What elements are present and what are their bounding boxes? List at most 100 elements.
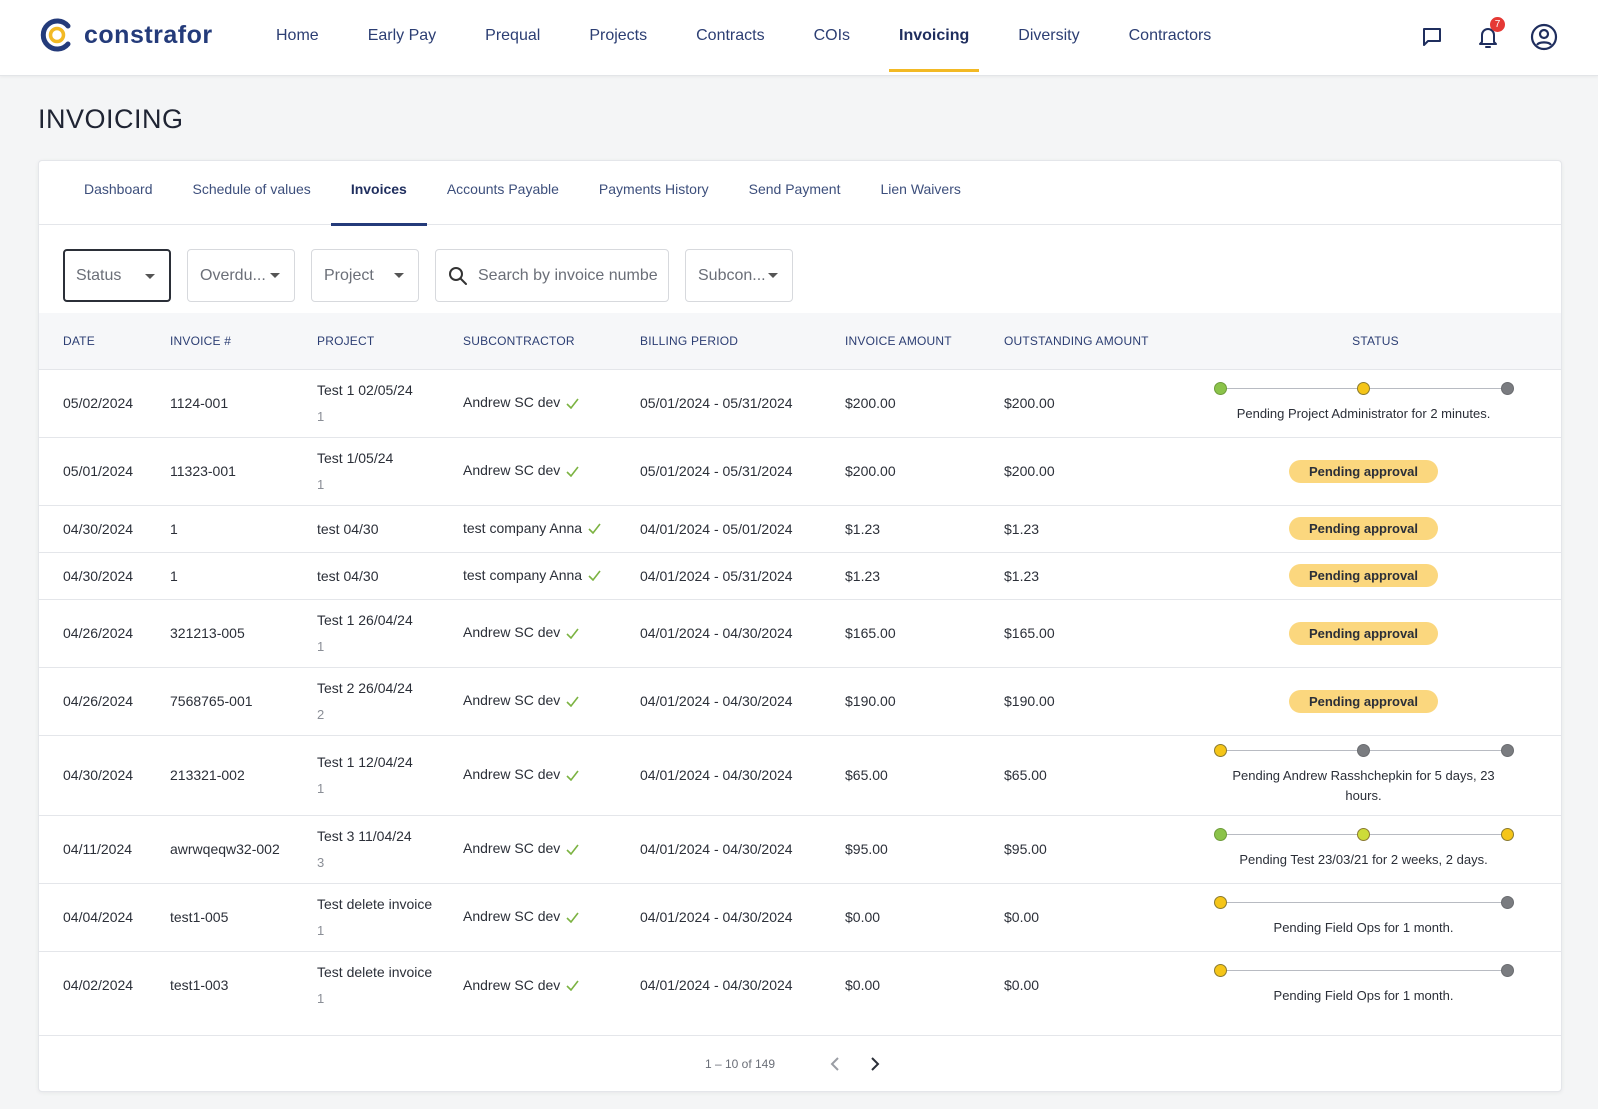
outstanding-amount-cell: $0.00: [1004, 882, 1188, 951]
tab-payments-history[interactable]: Payments History: [598, 181, 709, 197]
date-cell: 04/30/2024: [39, 734, 170, 815]
project-name[interactable]: Test 2 26/04/24: [317, 679, 413, 696]
approval-step-green: [1213, 828, 1227, 841]
approval-step-gray: [1500, 382, 1514, 395]
invoice-number-cell: awrwqeqw32-002: [170, 814, 317, 883]
status-filter[interactable]: Status: [63, 249, 171, 302]
outstanding-amount-cell: $200.00: [1004, 436, 1188, 505]
invoice-amount-cell: $200.00: [845, 368, 1004, 437]
invoice-amount-cell: $65.00: [845, 734, 1004, 815]
subcontractor-name: Andrew SC dev: [463, 976, 561, 993]
tab-lien-waivers[interactable]: Lien Waivers: [880, 181, 961, 197]
nav-item-contracts[interactable]: Contracts: [696, 27, 765, 44]
subcontractor-filter[interactable]: Subcon...: [685, 249, 793, 302]
status-text: Pending Project Administrator for 2 minu…: [1236, 406, 1491, 421]
nav-item-early-pay[interactable]: Early Pay: [367, 27, 437, 44]
tab-send-payment[interactable]: Send Payment: [748, 181, 841, 197]
column-header[interactable]: SUBCONTRACTOR: [463, 333, 575, 348]
approval-progress: [1213, 964, 1514, 978]
tab-accounts-payable[interactable]: Accounts Payable: [446, 181, 559, 197]
nav-item-home[interactable]: Home: [276, 27, 319, 44]
nav-item-prequal[interactable]: Prequal: [485, 27, 541, 44]
project-name[interactable]: Test 1 02/05/24: [317, 381, 413, 398]
overdue-filter[interactable]: Overdu...: [187, 249, 295, 302]
chevron-right-icon[interactable]: [862, 1051, 888, 1077]
column-header[interactable]: INVOICE #: [170, 333, 232, 348]
approval-progress: [1213, 828, 1514, 842]
project-name[interactable]: Test delete invoice: [317, 963, 433, 980]
date-cell: 04/11/2024: [39, 814, 170, 883]
table-row[interactable]: 04/11/2024 awrwqeqw32-002 Test 3 11/04/24 3…: [39, 814, 1561, 883]
search-icon: [448, 266, 468, 291]
invoice-number-cell: 7568765-001: [170, 666, 317, 735]
table-row[interactable]: 04/30/2024 1 test 04/30 test company Anna 04…: [39, 504, 1561, 552]
tab-schedule-of-values[interactable]: Schedule of values: [192, 181, 311, 197]
top-icons: 7: [1394, 17, 1562, 55]
tab-dashboard[interactable]: Dashboard: [84, 181, 153, 197]
table-row[interactable]: 04/30/2024 213321-002 Test 1 12/04/24 1 Andr…: [39, 734, 1561, 815]
project-filter[interactable]: Project: [311, 249, 419, 302]
project-name[interactable]: test 04/30: [317, 567, 379, 584]
invoice-number-cell: 1: [170, 504, 317, 552]
billing-period-cell: 04/01/2024 - 05/01/2024: [640, 504, 845, 552]
project-name[interactable]: Test 1/05/24: [317, 449, 394, 466]
column-header[interactable]: BILLING PERIOD: [640, 333, 739, 348]
brand-logo[interactable]: constrafor: [40, 18, 213, 52]
project-name[interactable]: Test 3 11/04/24: [317, 827, 412, 844]
brand-name: constrafor: [84, 20, 213, 49]
column-header[interactable]: DATE: [63, 333, 95, 348]
billing-period-cell: 04/01/2024 - 04/30/2024: [640, 734, 845, 815]
status-badge: Pending approval: [1288, 621, 1439, 645]
status-text: Pending Andrew Rasshchepkin for 5 days, …: [1232, 768, 1495, 803]
table-row[interactable]: 04/04/2024 test1-005 Test delete invoice 1 A…: [39, 882, 1561, 951]
nav-item-cois[interactable]: COIs: [813, 27, 851, 44]
invoices-table: DATE INVOICE # PROJECT SUBCONTRACTOR BILLING…: [39, 313, 1561, 1019]
filter-bar: Status Overdu... Project Subcon...: [63, 249, 809, 302]
project-cell: Test 1/05/24 1: [317, 436, 463, 505]
column-header[interactable]: PROJECT: [317, 333, 375, 348]
invoice-number-cell: test1-003: [170, 950, 317, 1019]
billing-period-cell: 04/01/2024 - 04/30/2024: [640, 882, 845, 951]
nav-item-projects[interactable]: Projects: [589, 27, 648, 44]
status-cell: Pending approval: [1188, 504, 1561, 552]
nav-item-invoicing[interactable]: Invoicing: [889, 0, 980, 72]
column-header[interactable]: OUTSTANDING AMOUNT: [1004, 333, 1149, 348]
billing-period-cell: 04/01/2024 - 04/30/2024: [640, 598, 845, 667]
project-name[interactable]: Test delete invoice: [317, 895, 433, 912]
project-name[interactable]: Test 1 26/04/24: [317, 611, 413, 628]
verified-check-icon: [566, 978, 579, 994]
invoice-amount-cell: $200.00: [845, 436, 1004, 505]
subcontractor-name: Andrew SC dev: [463, 624, 561, 641]
user-circle-icon[interactable]: [1526, 19, 1562, 55]
nav-item-contractors[interactable]: Contractors: [1128, 27, 1212, 44]
subcontractor-cell: Andrew SC dev: [463, 950, 640, 1019]
chevron-left-icon[interactable]: [822, 1051, 848, 1077]
project-name[interactable]: Test 1 12/04/24: [317, 753, 413, 770]
table-row[interactable]: 04/26/2024 321213-005 Test 1 26/04/24 1 Andr…: [39, 598, 1561, 667]
table-row[interactable]: 05/01/2024 11323-001 Test 1/05/24 1 Andrew S…: [39, 436, 1561, 505]
bell-icon[interactable]: 7: [1470, 17, 1506, 55]
billing-period-cell: 05/01/2024 - 05/31/2024: [640, 436, 845, 505]
tab-invoices[interactable]: Invoices: [330, 161, 427, 226]
approval-step-gray: [1357, 744, 1370, 757]
chat-icon[interactable]: [1414, 19, 1450, 55]
nav-item-diversity[interactable]: Diversity: [1018, 27, 1080, 44]
table-row[interactable]: 05/02/2024 1124-001 Test 1 02/05/24 1 Andrew…: [39, 368, 1561, 437]
subcontractor-cell: Andrew SC dev: [463, 814, 640, 883]
invoice-search[interactable]: [435, 249, 669, 302]
column-header[interactable]: INVOICE AMOUNT: [845, 333, 952, 348]
date-cell: 04/26/2024: [39, 598, 170, 667]
date-cell: 04/30/2024: [39, 504, 170, 552]
verified-check-icon: [566, 842, 579, 858]
subcontractor-name: Andrew SC dev: [463, 692, 561, 709]
table-row[interactable]: 04/30/2024 1 test 04/30 test company Anna 04…: [39, 551, 1561, 599]
outstanding-amount-cell: $190.00: [1004, 666, 1188, 735]
subcontractor-cell: Andrew SC dev: [463, 734, 640, 815]
approval-step-yellow: [1500, 828, 1514, 841]
table-row[interactable]: 04/26/2024 7568765-001 Test 2 26/04/24 2 And…: [39, 666, 1561, 735]
table-row[interactable]: 04/02/2024 test1-003 Test delete invoice 1 A…: [39, 950, 1561, 1019]
column-header[interactable]: STATUS: [1352, 333, 1399, 348]
search-input[interactable]: [478, 266, 658, 285]
approval-progress: [1213, 896, 1514, 910]
project-name[interactable]: test 04/30: [317, 520, 379, 537]
